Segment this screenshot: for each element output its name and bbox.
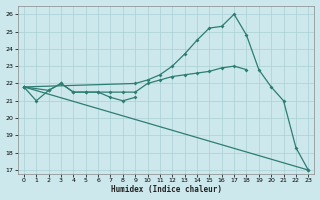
X-axis label: Humidex (Indice chaleur): Humidex (Indice chaleur) xyxy=(111,185,221,194)
